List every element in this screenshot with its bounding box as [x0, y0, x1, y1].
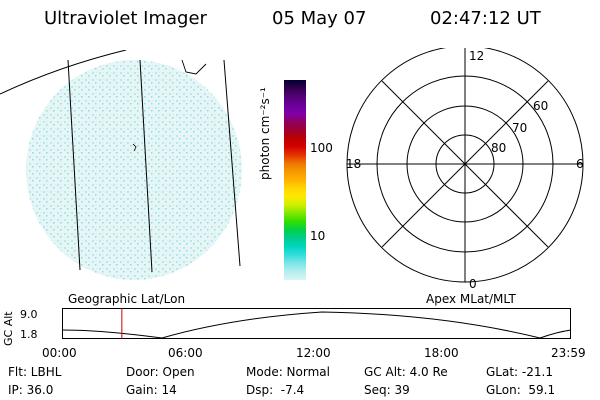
date-label: 05 May 07 — [272, 8, 367, 29]
gc-alt-info: GC Alt: 4.0 Re — [364, 365, 448, 379]
glat-info: GLat: -21.1 — [486, 365, 553, 379]
dsp-info: Dsp: -7.4 — [246, 383, 305, 397]
mlt-label-0: 0 — [469, 277, 477, 288]
mode-info: Mode: Normal — [246, 365, 330, 379]
altitude-plot — [62, 308, 572, 339]
colorbar-tick-100: 100 — [310, 141, 333, 155]
instrument-title: Ultraviolet Imager — [44, 8, 207, 29]
colorbar-tick-10: 10 — [310, 229, 326, 243]
time-tick-0600: 06:00 — [168, 346, 203, 360]
geo-grid-lines — [0, 50, 241, 273]
polar-mlat-mlt-plot: 12 18 6 0 60 70 80 — [346, 48, 584, 288]
flt-info: Flt: LBHL — [8, 365, 62, 379]
gain-info: Gain: 14 — [126, 383, 177, 397]
time-tick-1800: 18:00 — [424, 346, 459, 360]
lat-label-60: 60 — [533, 99, 548, 113]
geographic-panel-label: Geographic Lat/Lon — [68, 292, 186, 306]
time-tick-1200: 12:00 — [296, 346, 331, 360]
mlt-label-6: 6 — [576, 157, 584, 171]
polar-diagonal-2 — [381, 80, 549, 248]
time-tick-2359: 23:59 — [551, 346, 586, 360]
altitude-axis-label: GC Alt — [2, 311, 15, 346]
door-info: Door: Open — [126, 365, 195, 379]
uv-image-disk — [26, 60, 242, 280]
mlt-label-12: 12 — [469, 49, 484, 63]
time-tick-0000: 00:00 — [42, 346, 77, 360]
lat-label-80: 80 — [491, 141, 506, 155]
orbit-altitude-curve — [62, 311, 572, 339]
lat-label-70: 70 — [512, 121, 527, 135]
seq-info: Seq: 39 — [364, 383, 410, 397]
glon-info: GLon: 59.1 — [486, 383, 556, 397]
color-scale-bar — [284, 80, 306, 280]
altitude-tick-1-8: 1.8 — [20, 328, 38, 341]
altitude-tick-9: 9.0 — [20, 308, 38, 321]
ip-info: IP: 36.0 — [8, 383, 54, 397]
apex-panel-label: Apex MLat/MLT — [426, 292, 516, 306]
colorbar-units-label: photon cm⁻²s⁻¹ — [258, 87, 272, 180]
mlt-label-18: 18 — [346, 157, 361, 171]
geographic-image-panel — [0, 50, 242, 280]
time-label: 02:47:12 UT — [430, 8, 541, 29]
